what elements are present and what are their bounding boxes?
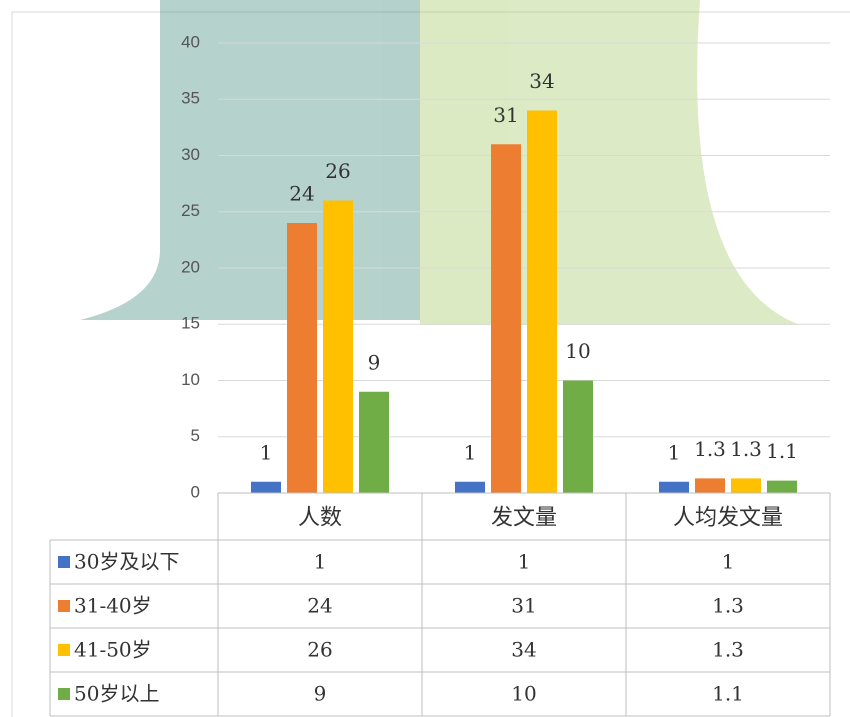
legend-key [58,556,70,568]
bar [731,478,761,493]
table-cell: 1.3 [712,638,744,662]
y-tick-label: 10 [181,370,200,389]
data-label: 1.1 [766,439,798,463]
y-tick-label: 0 [191,482,200,501]
bar [659,481,689,493]
data-label: 1.3 [730,437,762,461]
data-label: 1 [464,440,477,464]
bar [563,380,593,493]
table-cell: 31 [511,594,536,618]
bar [695,478,725,493]
table-cell: 1 [722,550,735,574]
bar [455,481,485,493]
bar [323,200,353,493]
data-label: 34 [529,69,554,93]
data-label: 1 [260,440,273,464]
legend-key [58,644,70,656]
data-label: 26 [325,159,350,183]
legend-label: 30岁及以下 [74,550,179,574]
table-cell: 34 [511,638,536,662]
y-tick-label: 30 [181,145,200,164]
chart-border [11,11,850,717]
legend-label: 50岁以上 [74,682,159,706]
bar [527,110,557,493]
bar [251,481,281,493]
bar [359,391,389,493]
bar [491,144,521,493]
y-tick-label: 40 [181,32,200,51]
y-tick-label: 5 [191,426,200,445]
legend-key [58,688,70,700]
bar [767,480,797,493]
data-label: 31 [493,103,518,127]
y-tick-label: 15 [181,314,200,333]
legend-label: 41-50岁 [74,638,152,662]
bar [287,223,317,493]
legend-key [58,600,70,612]
data-label: 9 [368,350,381,374]
x-tick-label: 人均发文量 [673,506,783,531]
data-label: 24 [289,182,314,206]
y-tick-label: 20 [181,257,200,276]
x-tick-label: 发文量 [491,506,557,531]
table-cell: 1 [518,550,531,574]
table-cell: 26 [307,638,332,662]
table-cell: 1 [314,550,327,574]
table-cell: 1.1 [712,682,744,706]
y-tick-label: 25 [181,201,200,220]
table-cell: 10 [511,682,536,706]
x-tick-label: 人数 [298,506,342,531]
table-cell: 1.3 [712,594,744,618]
data-label: 1 [668,440,681,464]
table-cell: 9 [314,682,327,706]
data-label: 10 [565,339,590,363]
table-cell: 24 [307,594,332,618]
y-tick-label: 35 [181,89,200,108]
data-label: 1.3 [694,437,726,461]
legend-label: 31-40岁 [74,594,152,618]
